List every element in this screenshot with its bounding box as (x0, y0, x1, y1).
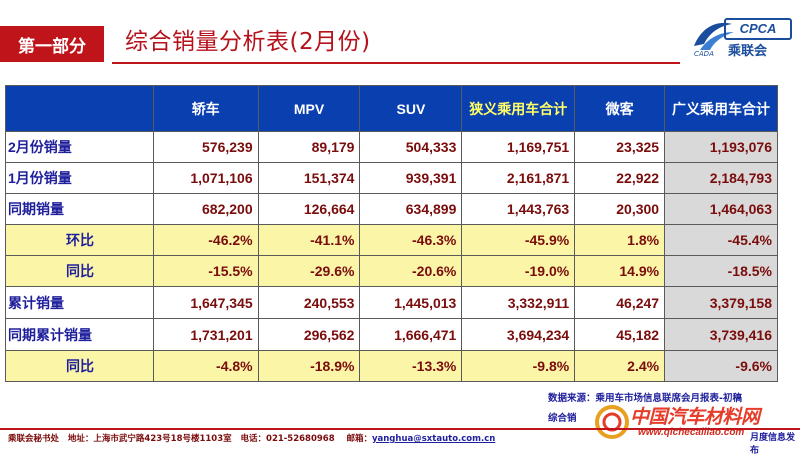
table-cell: -45.9% (461, 224, 576, 256)
table-cell: -15.5% (152, 255, 259, 287)
table-cell: 89,179 (257, 131, 361, 163)
table-cell: 1,193,076 (664, 131, 778, 163)
section-badge: 第一部分 (0, 26, 104, 62)
table-cell: 1,169,751 (461, 131, 576, 163)
table-cell: 23,325 (574, 131, 666, 163)
footer-email-label: 邮箱： (346, 434, 372, 444)
table-cell: -45.4% (664, 224, 778, 256)
table-row: 累计销量 1,647,345 240,553 1,445,013 3,332,9… (5, 286, 778, 319)
cpca-logo: CPCA 乘联会 CADA (690, 14, 794, 60)
table-cell: 2,184,793 (664, 162, 778, 194)
table-cell: 296,562 (257, 318, 361, 351)
row-label: 2月份销量 (5, 131, 154, 163)
table-row: 同期累计销量 1,731,201 296,562 1,666,471 3,694… (5, 318, 778, 351)
table-cell: -19.0% (461, 255, 576, 287)
table-cell: -41.1% (257, 224, 361, 256)
watermark-url: www.qichecailiao.com (638, 427, 745, 438)
table-row: 环比 -46.2% -41.1% -46.3% -45.9% 1.8% -45.… (5, 224, 778, 256)
table-cell: -20.6% (359, 255, 463, 287)
table-cell: 20,300 (574, 193, 666, 225)
watermark-title: 中国汽车材料网 (630, 406, 760, 428)
table-cell: -29.6% (257, 255, 361, 287)
table-row: 同比 -4.8% -18.9% -13.3% -9.8% 2.4% -9.6% (5, 350, 778, 382)
table-cell: 46,247 (574, 286, 666, 319)
column-header: 轿车 (152, 85, 259, 132)
table-cell: 576,239 (152, 131, 259, 163)
table-cell: 151,374 (257, 162, 361, 194)
table-cell: -13.3% (359, 350, 463, 382)
row-label: 同期销量 (5, 193, 154, 225)
table-cell: 240,553 (257, 286, 361, 319)
column-header: MPV (257, 85, 361, 132)
table-cell: 939,391 (359, 162, 463, 194)
table-cell: -18.9% (257, 350, 361, 382)
table-row: 同比 -15.5% -29.6% -20.6% -19.0% 14.9% -18… (5, 255, 778, 287)
table-cell: 1,647,345 (152, 286, 259, 319)
footer-email-link[interactable]: yanghua@sxtauto.com.cn (371, 434, 496, 444)
table-cell: -9.8% (461, 350, 576, 382)
table-cell: 2.4% (574, 350, 666, 382)
footer-phone: 电话：021-52680968 (240, 434, 335, 444)
table-cell: 1,443,763 (461, 193, 576, 225)
table-cell: 1,731,201 (152, 318, 259, 351)
watermark: 中国汽车材料网 www.qichecailiao.com 月度信息发布 (590, 400, 795, 456)
column-header: 广义乘用车合计 (664, 85, 778, 132)
row-label: 1月份销量 (5, 162, 154, 194)
table-cell: -4.8% (152, 350, 259, 382)
watermark-globe-icon (595, 405, 629, 439)
row-label: 同比 (5, 350, 154, 382)
row-label: 环比 (5, 224, 154, 256)
logo-sub-text: CADA (694, 50, 714, 58)
table-cell: 1,445,013 (359, 286, 463, 319)
table-cell: -9.6% (664, 350, 778, 382)
table-cell: -46.3% (359, 224, 463, 256)
column-header: 狭义乘用车合计 (461, 85, 576, 132)
page-title: 综合销量分析表(2月份) (125, 29, 371, 55)
table-cell: 126,664 (257, 193, 361, 225)
table-header-row: 轿车 MPV SUV 狭义乘用车合计 微客 广义乘用车合计 (5, 85, 778, 132)
release-note: 月度信息发布 (750, 433, 796, 456)
table-cell: 3,379,158 (664, 286, 778, 319)
row-label: 同比 (5, 255, 154, 287)
table-cell: -18.5% (664, 255, 778, 287)
table-cell: 3,739,416 (664, 318, 778, 351)
column-header: 微客 (574, 85, 666, 132)
column-header: SUV (359, 85, 463, 132)
table-cell: 45,182 (574, 318, 666, 351)
table-cell: 1,464,063 (664, 193, 778, 225)
table-cell: 682,200 (152, 193, 259, 225)
sales-analysis-table: 轿车 MPV SUV 狭义乘用车合计 微客 广义乘用车合计 2月份销量 576,… (5, 85, 778, 382)
cpca-swoosh-icon (694, 22, 734, 50)
logo-brand-text: CPCA (724, 18, 792, 40)
table-cell: -46.2% (152, 224, 259, 256)
header-corner (5, 85, 154, 132)
table-cell: 14.9% (574, 255, 666, 287)
table-cell: 2,161,871 (461, 162, 576, 194)
data-source-note: 数据来源：乘用车市场信息联席会月报表-初稿 (548, 393, 742, 404)
footer-divider (0, 428, 800, 430)
table-cell: 3,332,911 (461, 286, 576, 319)
row-label: 同期累计销量 (5, 318, 154, 351)
data-source-note-2: 综合销 (548, 413, 577, 424)
logo-brand-cn: 乘联会 (728, 44, 768, 59)
table-cell: 634,899 (359, 193, 463, 225)
table-cell: 1.8% (574, 224, 666, 256)
table-cell: 3,694,234 (461, 318, 576, 351)
table-cell: 1,666,471 (359, 318, 463, 351)
table-row: 同期销量 682,200 126,664 634,899 1,443,763 2… (5, 193, 778, 225)
footer-org: 乘联会秘书处 (8, 434, 60, 444)
title-divider (112, 62, 680, 64)
table-row: 2月份销量 576,239 89,179 504,333 1,169,751 2… (5, 131, 778, 163)
row-label: 累计销量 (5, 286, 154, 319)
table-cell: 1,071,106 (152, 162, 259, 194)
footer: 乘联会秘书处 地址：上海市武宁路423号18号楼1103室 电话：021-526… (8, 432, 495, 444)
table-cell: 22,922 (574, 162, 666, 194)
table-row: 1月份销量 1,071,106 151,374 939,391 2,161,87… (5, 162, 778, 194)
table-cell: 504,333 (359, 131, 463, 163)
footer-address: 地址：上海市武宁路423号18号楼1103室 (67, 434, 232, 444)
